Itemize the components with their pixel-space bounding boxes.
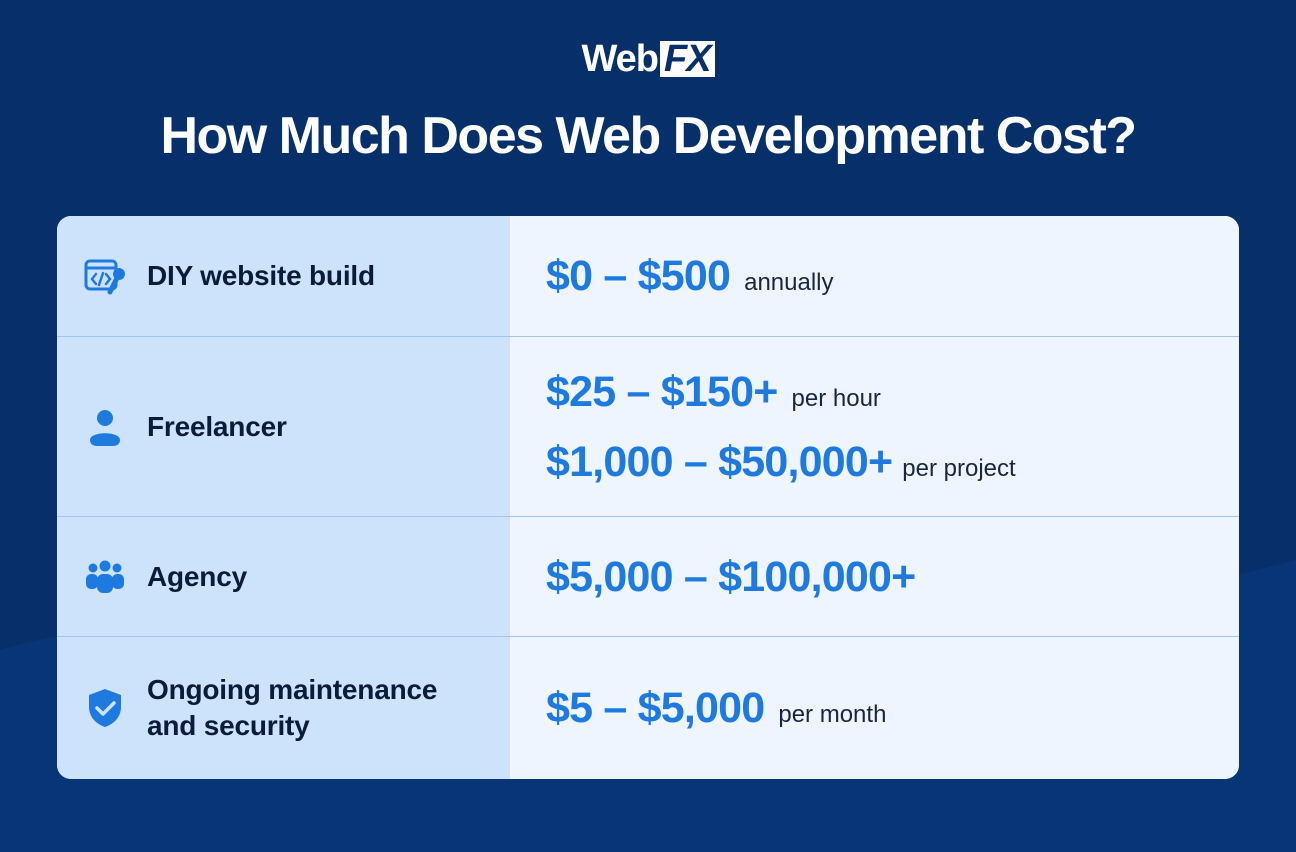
table-row-freelancer: Freelancer $25 – $150+ per hour $1,000 –… [57, 337, 1239, 516]
row-label-cell: Freelancer [57, 337, 510, 516]
price-line: $0 – $500 annually [546, 250, 1239, 302]
row-price-cell: $0 – $500 annually [510, 216, 1239, 336]
row-label: DIY website build [147, 260, 375, 291]
row-label: Ongoing maintenance and security [147, 672, 437, 744]
price-line: $5,000 – $100,000+ [546, 551, 1239, 603]
row-label-cell: Ongoing maintenance and security [57, 637, 510, 779]
page-title: How Much Does Web Development Cost? [160, 107, 1137, 165]
price-unit: annually [744, 269, 834, 296]
row-divider [57, 516, 1239, 517]
row-label: Freelancer [147, 410, 287, 442]
price-range: $5,000 – $100,000+ [546, 552, 916, 601]
price-range: $5 – $5,000 [546, 684, 765, 732]
row-price-cell: $5,000 – $100,000+ [510, 517, 1239, 636]
price-unit: per project [902, 454, 1016, 482]
logo-fx-text: FX [659, 40, 715, 78]
row-label-cell: Agency [57, 517, 510, 636]
table-row-agency: Agency $5,000 – $100,000+ [57, 517, 1239, 636]
table-row-diy: DIY website build $0 – $500 annually [57, 216, 1239, 336]
price-line: $1,000 – $50,000+ per project [546, 436, 1239, 488]
row-divider [57, 636, 1239, 637]
table-row-maintenance: Ongoing maintenance and security $5 – $5… [57, 637, 1239, 779]
webfx-logo: Web FX [0, 38, 1296, 80]
price-unit: per hour [791, 384, 881, 412]
price-line: $5 – $5,000 per month [546, 682, 1239, 734]
logo-web-text: Web [581, 38, 659, 80]
row-label-line: and security [147, 710, 310, 741]
person-icon [83, 405, 127, 449]
code-wrench-icon [83, 254, 127, 298]
price-range: $25 – $150+ [546, 367, 778, 416]
row-label: Agency [147, 560, 247, 592]
row-price-cell: $5 – $5,000 per month [510, 637, 1239, 779]
row-label-line: Ongoing maintenance [147, 674, 438, 705]
price-unit: per month [778, 701, 887, 728]
price-range: $1,000 – $50,000+ [546, 437, 893, 486]
price-range: $0 – $500 [546, 252, 731, 300]
row-divider [57, 336, 1239, 337]
price-line: $25 – $150+ per hour [546, 366, 1239, 418]
row-price-cell: $25 – $150+ per hour $1,000 – $50,000+ p… [510, 337, 1239, 516]
cost-table: DIY website build $0 – $500 annually Fre… [57, 216, 1239, 779]
shield-check-icon [83, 686, 127, 730]
group-icon [83, 555, 127, 599]
row-label-cell: DIY website build [57, 216, 510, 336]
